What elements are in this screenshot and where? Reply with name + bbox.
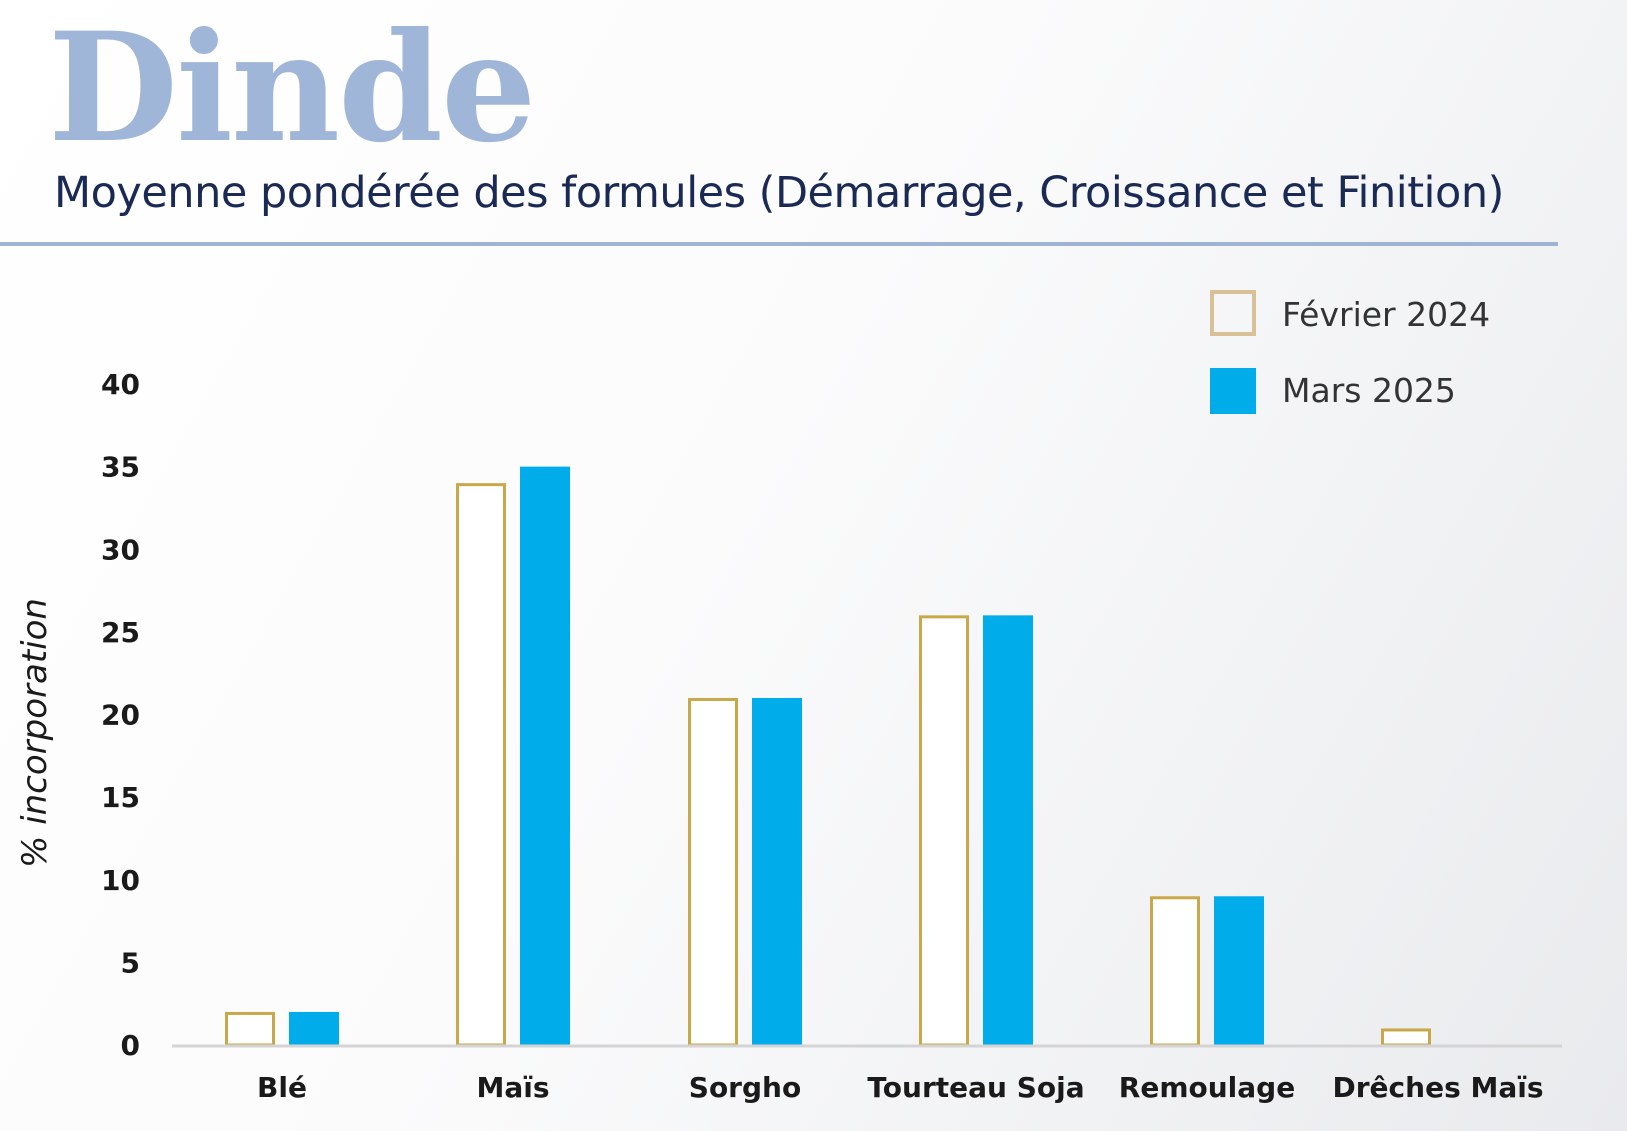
bar-mars-2025	[520, 466, 570, 1045]
legend-label: Mars 2025	[1282, 371, 1456, 410]
y-tick-label: 10	[101, 864, 140, 897]
x-category-label: Blé	[257, 1071, 307, 1104]
bar-fevrier-2024	[688, 697, 738, 1047]
legend-swatch-filled	[1210, 368, 1256, 414]
legend-label: Février 2024	[1282, 295, 1490, 334]
bar-mars-2025	[1214, 896, 1264, 1045]
x-axis: Blé Maïs Sorgho Tourteau Soja Remoulage Drêch…	[172, 1044, 1562, 1104]
y-tick-label: 35	[101, 451, 140, 484]
x-category-label: Sorgho	[689, 1071, 801, 1104]
y-tick-label: 0	[121, 1029, 140, 1062]
y-tick-label: 30	[101, 533, 140, 566]
bar-fevrier-2024	[919, 615, 969, 1047]
y-tick-label: 15	[101, 781, 140, 814]
bar-fevrier-2024	[1381, 1028, 1431, 1047]
x-category-label: Drêches Maïs	[1333, 1071, 1544, 1104]
x-category-label: Tourteau Soja	[867, 1071, 1084, 1104]
y-axis: 0 5 10 15 20 25 30 35 40	[101, 368, 140, 1062]
bar-mars-2025	[983, 615, 1033, 1045]
legend-swatch-outline	[1210, 290, 1256, 336]
bar-fevrier-2024	[456, 483, 506, 1047]
bar-mars-2025	[752, 697, 802, 1045]
y-tick-label: 25	[101, 616, 140, 649]
y-tick-label: 5	[121, 946, 140, 979]
title-divider	[0, 242, 1558, 246]
bar-fevrier-2024	[1150, 896, 1200, 1047]
y-tick-label: 20	[101, 699, 140, 732]
bar-mars-2025	[289, 1011, 339, 1045]
chart-title: Dinde	[48, 0, 536, 176]
bar-fevrier-2024	[225, 1011, 275, 1047]
x-category-label: Maïs	[476, 1071, 549, 1104]
bars	[225, 466, 1431, 1047]
legend: Février 2024 Mars 2025	[1210, 290, 1490, 414]
chart-subtitle: Moyenne pondérée des formules (Démarrage…	[54, 168, 1504, 218]
y-tick-label: 40	[101, 368, 140, 401]
y-axis-label: % incorporation	[15, 598, 55, 868]
x-category-label: Remoulage	[1119, 1071, 1295, 1104]
